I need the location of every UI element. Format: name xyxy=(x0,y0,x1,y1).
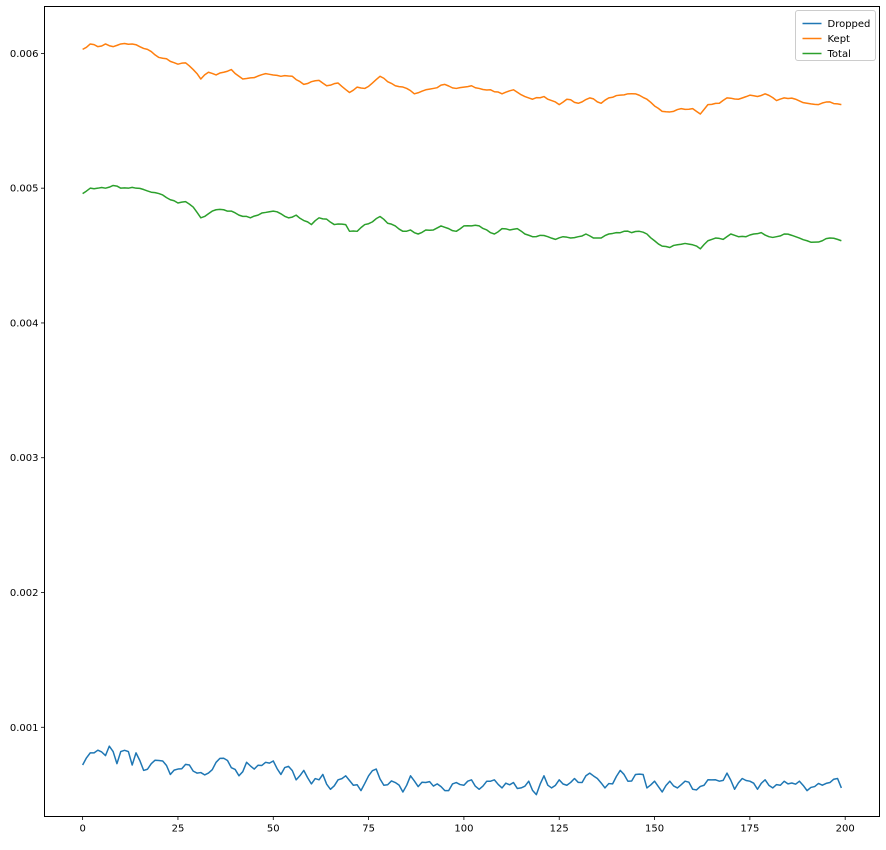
y-tick-label: 0.001 xyxy=(10,723,39,734)
y-tick-label: 0.004 xyxy=(10,318,39,329)
legend: Dropped Kept Total xyxy=(795,10,876,61)
y-tick-label: 0.006 xyxy=(10,49,39,60)
series-layer xyxy=(81,42,843,796)
legend-label-total: Total xyxy=(827,49,851,60)
x-tick-label: 125 xyxy=(550,824,569,835)
y-tick-label: 0.003 xyxy=(10,453,39,464)
x-tick-label: 175 xyxy=(740,824,759,835)
x-tick-label: 25 xyxy=(172,824,185,835)
legend-label-kept: Kept xyxy=(828,34,851,45)
x-tick-label: 0 xyxy=(79,824,85,835)
x-tick-label: 75 xyxy=(362,824,375,835)
y-axis: 0.001 0.002 0.003 0.004 0.005 0.006 xyxy=(10,49,45,734)
y-tick-label: 0.005 xyxy=(10,184,39,195)
plot-frame xyxy=(44,6,880,817)
x-tick-label: 150 xyxy=(645,824,664,835)
legend-label-dropped: Dropped xyxy=(828,19,871,30)
x-tick-label: 50 xyxy=(267,824,280,835)
x-tick-label: 100 xyxy=(454,824,473,835)
series-line-total xyxy=(82,184,842,250)
y-tick-label: 0.002 xyxy=(10,588,39,599)
x-axis: 0 25 50 75 100 125 150 175 200 xyxy=(79,816,855,835)
x-tick-label: 200 xyxy=(836,824,855,835)
series-line-dropped xyxy=(81,745,843,796)
series-line-kept xyxy=(82,42,842,115)
